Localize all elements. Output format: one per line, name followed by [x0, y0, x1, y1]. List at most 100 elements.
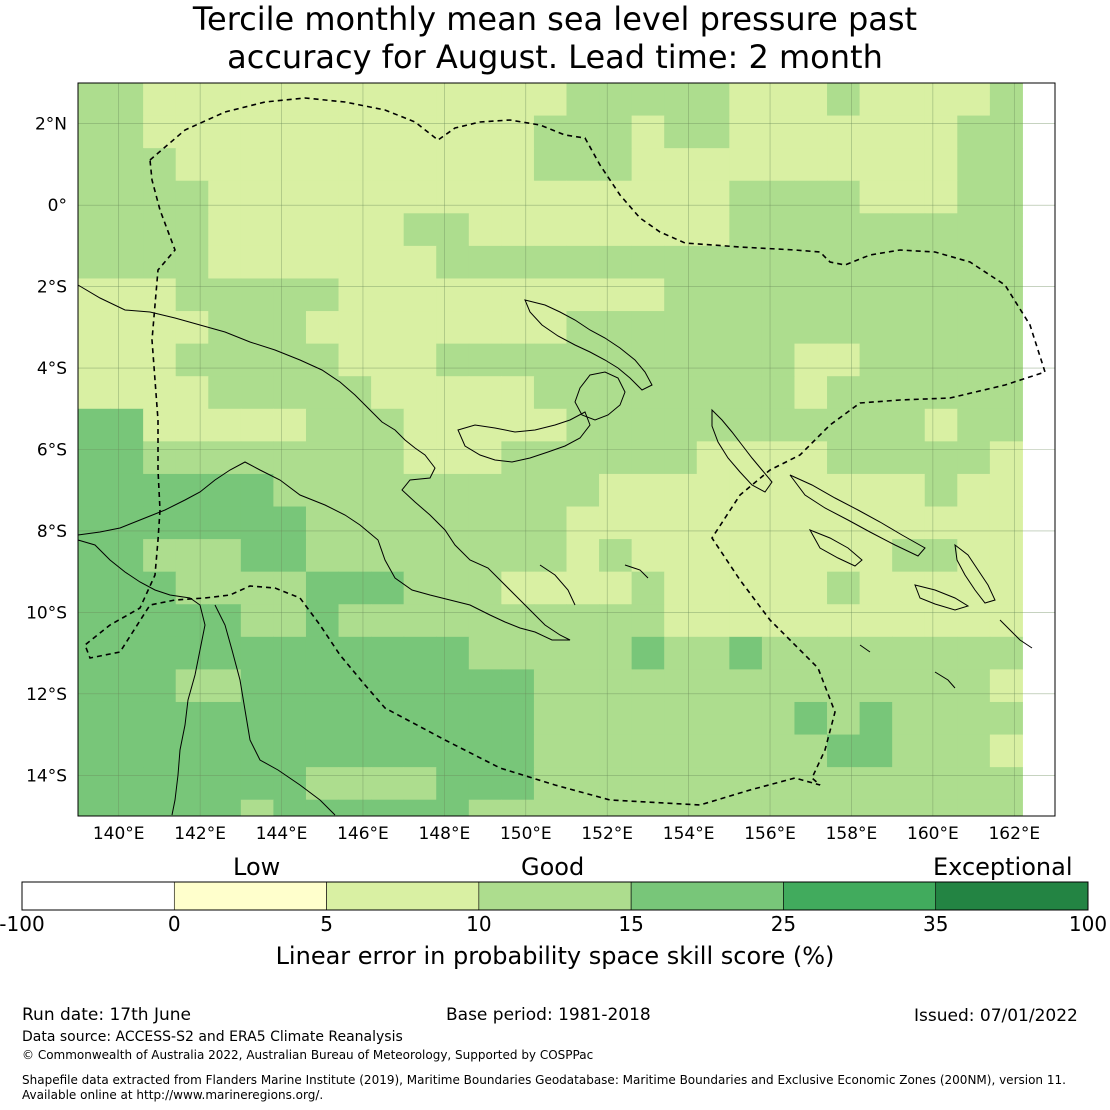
skill-cell: [78, 343, 112, 377]
skill-cell: [273, 506, 307, 540]
skill-cell: [533, 473, 567, 508]
skill-cell: [827, 767, 861, 801]
skill-cell: [110, 115, 144, 149]
skill-cell: [338, 636, 372, 670]
skill-cell: [989, 83, 1023, 117]
coastline-huon-peninsula: [457, 411, 591, 463]
skill-cell: [631, 473, 665, 508]
skill-cell: [208, 343, 242, 377]
skill-cell: [338, 180, 372, 214]
run-date: Run date: 17th June: [22, 1005, 191, 1025]
skill-cell: [794, 343, 828, 377]
lat-tick-label: 4°S: [37, 359, 67, 379]
skill-cell: [273, 245, 307, 279]
skill-cell: [78, 767, 112, 801]
skill-cell: [761, 701, 795, 736]
skill-cell: [664, 669, 698, 703]
skill-cell: [240, 311, 274, 345]
skill-cell: [273, 311, 307, 345]
skill-cell: [957, 343, 991, 377]
skill-cell: [729, 441, 763, 475]
skill-cell: [696, 245, 730, 279]
skill-cell: [501, 734, 535, 768]
skill-cell: [240, 604, 274, 638]
skill-cell: [892, 148, 926, 182]
skill-cell: [631, 506, 665, 540]
skill-cell: [631, 148, 665, 182]
skill-cell: [338, 701, 372, 736]
skill-cell: [78, 669, 112, 703]
skill-cell: [696, 506, 730, 540]
skill-cell: [989, 376, 1023, 410]
skill-cell: [924, 767, 958, 801]
skill-cell: [468, 571, 502, 605]
lat-tick-label: 12°S: [26, 685, 67, 705]
skill-cell: [892, 799, 926, 817]
skill-cell: [110, 473, 144, 508]
skill-cell: [143, 701, 177, 736]
skill-cell: [696, 669, 730, 703]
skill-cell: [696, 213, 730, 247]
skill-cell: [240, 539, 274, 573]
skill-cell: [566, 180, 600, 214]
skill-cell: [208, 245, 242, 279]
skill-cell: [371, 734, 405, 768]
skill-cell: [827, 408, 861, 442]
skill-cell: [436, 506, 470, 540]
skill-cell: [794, 278, 828, 312]
skill-cell: [827, 604, 861, 638]
skill-cell: [436, 115, 470, 149]
skill-cell: [859, 148, 893, 182]
coastline-solomon-2: [808, 529, 863, 567]
lat-tick-label: 14°S: [26, 766, 67, 786]
skill-cell: [664, 734, 698, 768]
skill-cell: [892, 83, 926, 117]
skill-cell: [305, 83, 340, 117]
skill-cell: [110, 734, 144, 768]
skill-cell: [566, 245, 600, 279]
skill-cell: [761, 506, 795, 540]
skill-cell: [794, 669, 828, 703]
skill-cell: [403, 245, 437, 279]
skill-cell: [208, 148, 242, 182]
skill-cell: [338, 473, 372, 508]
skill-cell: [924, 376, 958, 410]
skill-cell: [631, 376, 665, 410]
skill-cell: [371, 441, 405, 475]
skill-cell: [110, 701, 144, 736]
skill-cell: [436, 799, 470, 817]
skill-cell: [989, 180, 1023, 214]
skill-cell: [566, 767, 600, 801]
skill-cell: [305, 213, 340, 247]
skill-cell: [794, 701, 828, 736]
skill-cell: [924, 343, 958, 377]
skill-cell: [761, 539, 795, 573]
skill-cell: [761, 734, 795, 768]
skill-cell: [533, 701, 567, 736]
skill-cell: [175, 213, 209, 247]
skill-cell: [729, 604, 763, 638]
skill-cell: [631, 180, 665, 214]
skill-cell: [338, 767, 372, 801]
skill-cell: [338, 115, 372, 149]
skill-cell: [957, 701, 991, 736]
skill-cell: [827, 636, 861, 670]
skill-cell: [729, 701, 763, 736]
skill-cell: [533, 278, 567, 312]
skill-cell: [436, 734, 470, 768]
skill-cell: [501, 506, 535, 540]
skill-cell: [859, 669, 893, 703]
skill-cell: [436, 604, 470, 638]
skill-cell: [240, 441, 274, 475]
skill-cell: [305, 245, 340, 279]
skill-cell: [371, 213, 405, 247]
skill-cell: [696, 799, 730, 817]
skill-cell: [501, 539, 535, 573]
lat-tick-label: 2°S: [37, 278, 67, 298]
skill-cell: [371, 148, 405, 182]
skill-cell: [240, 799, 274, 817]
skill-cell: [403, 441, 437, 475]
skill-cell: [924, 604, 958, 638]
skill-cell: [436, 343, 470, 377]
skill-cell: [696, 311, 730, 345]
